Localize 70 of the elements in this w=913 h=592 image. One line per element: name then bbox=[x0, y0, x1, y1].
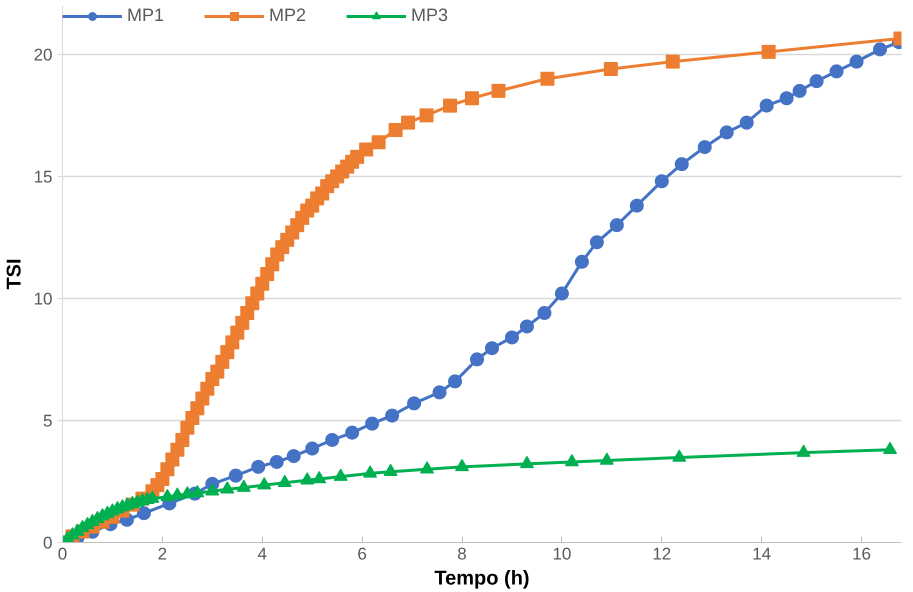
point bbox=[448, 374, 462, 388]
point bbox=[455, 458, 470, 472]
x-tick-label: 0 bbox=[58, 544, 68, 564]
point bbox=[873, 42, 888, 56]
point bbox=[407, 396, 422, 410]
x-tick-label: 6 bbox=[357, 544, 367, 564]
point bbox=[470, 352, 484, 366]
point bbox=[385, 408, 400, 423]
point bbox=[654, 174, 669, 188]
point bbox=[883, 442, 898, 454]
x-tick-label: 8 bbox=[457, 544, 467, 564]
x-tick-label: 10 bbox=[552, 544, 572, 564]
point bbox=[520, 319, 534, 334]
point bbox=[220, 481, 234, 494]
point bbox=[257, 477, 272, 490]
y-tick-label: 20 bbox=[34, 45, 53, 64]
y-axis-title: TSI bbox=[4, 258, 26, 290]
point bbox=[796, 444, 811, 457]
point bbox=[363, 465, 378, 478]
x-tick-label: 2 bbox=[158, 544, 168, 564]
y-tick-label: 5 bbox=[43, 411, 53, 430]
point bbox=[278, 474, 292, 487]
point bbox=[270, 454, 284, 469]
point bbox=[830, 64, 844, 78]
point bbox=[520, 456, 534, 468]
point bbox=[780, 91, 794, 106]
point bbox=[236, 480, 251, 492]
point bbox=[672, 450, 686, 462]
point bbox=[610, 218, 624, 232]
point bbox=[850, 54, 864, 69]
point bbox=[286, 449, 301, 464]
point bbox=[630, 198, 644, 213]
point bbox=[600, 452, 614, 465]
point bbox=[810, 74, 824, 88]
point bbox=[590, 235, 604, 250]
point bbox=[504, 330, 519, 344]
point bbox=[564, 454, 579, 466]
x-tick-label: 14 bbox=[752, 544, 772, 564]
y-tick-label: 15 bbox=[34, 167, 53, 186]
point bbox=[420, 461, 434, 474]
point bbox=[720, 125, 734, 140]
point bbox=[537, 306, 552, 320]
point bbox=[345, 426, 360, 440]
point bbox=[792, 84, 807, 98]
point bbox=[160, 488, 174, 502]
x-tick-label: 16 bbox=[852, 544, 872, 564]
x-tick-label: 12 bbox=[652, 544, 672, 564]
point bbox=[365, 416, 380, 431]
point bbox=[205, 483, 220, 496]
point bbox=[698, 140, 712, 154]
legend-label: MP1 bbox=[127, 5, 164, 26]
x-tick-label: 4 bbox=[258, 544, 268, 564]
point bbox=[674, 157, 689, 172]
point bbox=[484, 341, 499, 356]
point bbox=[740, 116, 754, 130]
point bbox=[312, 471, 326, 484]
point bbox=[432, 385, 447, 400]
point bbox=[251, 460, 266, 474]
x-axis-title: Tempo (h) bbox=[434, 568, 530, 590]
point bbox=[334, 468, 348, 481]
y-tick-label: 10 bbox=[34, 289, 53, 308]
legend-label: MP3 bbox=[411, 5, 448, 26]
point bbox=[325, 432, 340, 447]
legend-label: MP2 bbox=[269, 5, 306, 26]
point bbox=[384, 464, 398, 476]
point bbox=[305, 442, 320, 456]
point bbox=[554, 286, 569, 301]
point bbox=[760, 98, 774, 113]
point bbox=[574, 254, 589, 269]
point bbox=[300, 472, 314, 485]
